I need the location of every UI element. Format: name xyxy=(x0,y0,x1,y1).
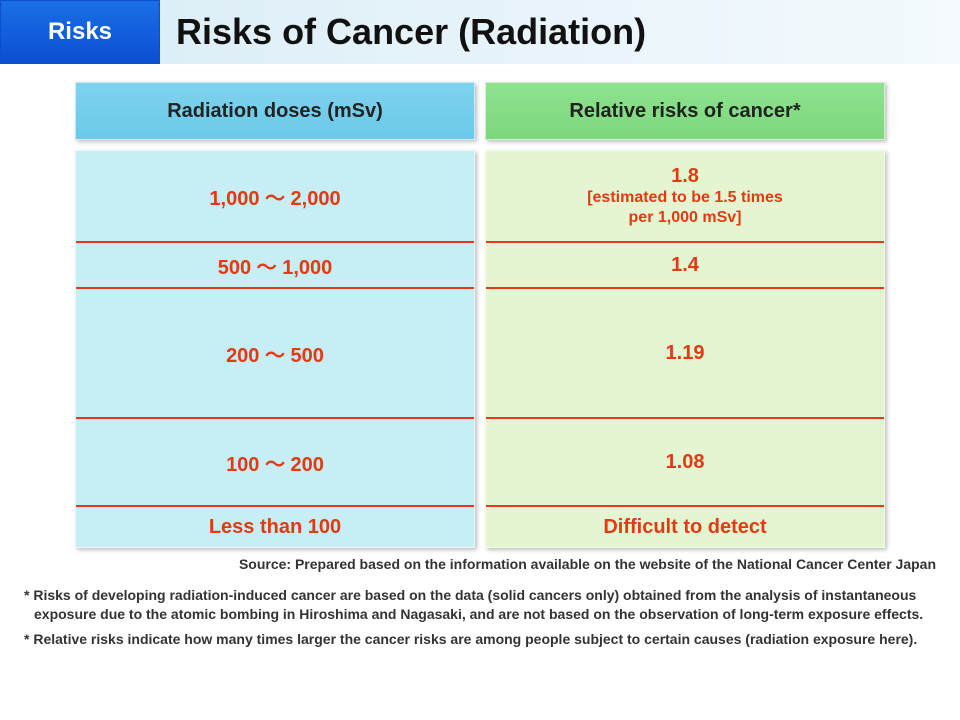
col-header-dose: Radiation doses (mSv) xyxy=(75,82,475,140)
risk-value: 1.19 xyxy=(666,342,705,365)
dose-cell: 500 ～ 1,000 xyxy=(76,243,474,289)
risk-subtext: [estimated to be 1.5 timesper 1,000 mSv] xyxy=(587,188,783,228)
dose-value: Less than 100 xyxy=(209,516,341,539)
dose-cell: Less than 100 xyxy=(76,507,474,547)
source-line: Source: Prepared based on the informatio… xyxy=(0,548,960,572)
dose-cell: 100 ～ 200 xyxy=(76,419,474,507)
dose-value: 200 ～ 500 xyxy=(226,339,324,368)
table-body: 1,000 ～ 2,000 500 ～ 1,000 200 ～ 500 100 ～ 2… xyxy=(75,150,885,548)
risk-value: 1.8 xyxy=(671,165,699,188)
table-header-row: Radiation doses (mSv) Relative risks of … xyxy=(75,82,885,140)
header: Risks Risks of Cancer (Radiation) xyxy=(0,0,960,64)
page-title: Risks of Cancer (Radiation) xyxy=(160,0,960,64)
risk-value: 1.08 xyxy=(666,451,705,474)
risk-cell: Difficult to detect xyxy=(486,507,884,547)
dose-cell: 1,000 ～ 2,000 xyxy=(76,151,474,243)
dose-column: 1,000 ～ 2,000 500 ～ 1,000 200 ～ 500 100 ～ 2… xyxy=(75,150,475,548)
risks-badge: Risks xyxy=(0,0,160,64)
col-header-risk: Relative risks of cancer* xyxy=(485,82,885,140)
footnote-2: * Relative risks indicate how many times… xyxy=(24,630,936,649)
risk-value: 1.4 xyxy=(671,254,699,277)
risk-cell: 1.4 xyxy=(486,243,884,289)
risk-value: Difficult to detect xyxy=(603,516,766,539)
dose-value: 500 ～ 1,000 xyxy=(218,251,333,280)
footnote-1: * Risks of developing radiation-induced … xyxy=(24,586,936,624)
risk-cell: 1.19 xyxy=(486,289,884,419)
footnotes: * Risks of developing radiation-induced … xyxy=(0,572,960,649)
content-stage: Radiation doses (mSv) Relative risks of … xyxy=(0,64,960,548)
dose-cell: 200 ～ 500 xyxy=(76,289,474,419)
risk-cell: 1.08 xyxy=(486,419,884,507)
dose-value: 1,000 ～ 2,000 xyxy=(209,182,340,211)
risk-column: 1.8[estimated to be 1.5 timesper 1,000 m… xyxy=(485,150,885,548)
dose-value: 100 ～ 200 xyxy=(226,448,324,477)
risk-cell: 1.8[estimated to be 1.5 timesper 1,000 m… xyxy=(486,151,884,243)
